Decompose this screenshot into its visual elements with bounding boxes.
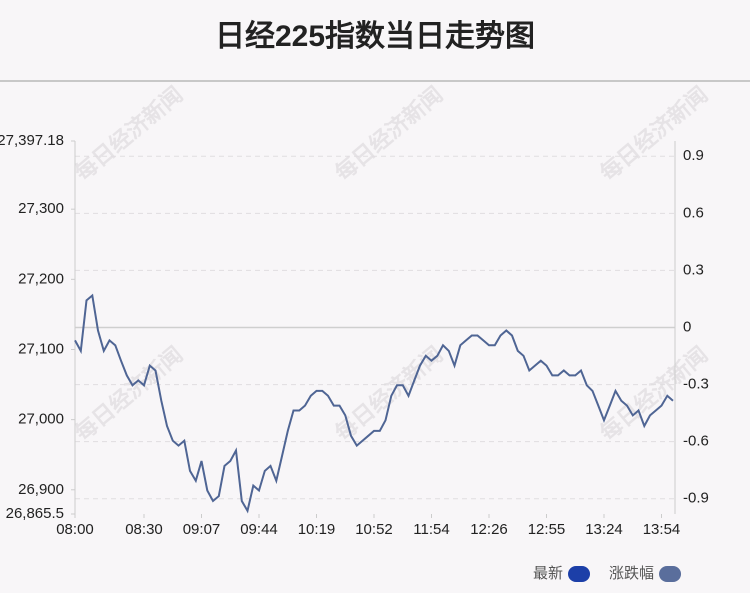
price-line — [74, 293, 674, 514]
x-tick-label: 09:44 — [240, 521, 278, 538]
chart-title: 日经225指数当日走势图 — [215, 19, 535, 53]
y-tick-label: 26,900 — [18, 481, 64, 498]
x-tick-label: 08:30 — [125, 521, 163, 538]
x-tick-label: 10:52 — [355, 521, 393, 538]
y2-tick-label: 0.6 — [683, 204, 704, 221]
x-tick-label: 13:54 — [643, 521, 681, 538]
y-tick-label: 27,100 — [18, 340, 64, 357]
y-tick-label: 26,865.5 — [6, 505, 64, 522]
y2-tick-label: 0.9 — [683, 147, 704, 164]
y2-tick-label: 0 — [683, 318, 691, 335]
x-tick-label: 12:26 — [470, 521, 508, 538]
x-tick-label: 10:19 — [298, 521, 336, 538]
y2-tick-label: -0.9 — [683, 490, 709, 507]
legend-swatch — [659, 566, 682, 582]
legend-label: 最新 — [533, 565, 563, 582]
y2-tick-label: -0.3 — [683, 376, 709, 393]
y2-tick-label: 0.3 — [683, 261, 704, 278]
y-tick-label: 27,300 — [18, 200, 64, 217]
y-tick-label: 27,397.18 — [0, 132, 64, 149]
legend-label: 涨跌幅 — [609, 565, 654, 582]
x-tick-label: 13:24 — [585, 521, 623, 538]
y-tick-label: 27,000 — [18, 411, 64, 428]
x-tick-label: 11:54 — [413, 521, 449, 538]
x-tick-label: 09:07 — [183, 521, 221, 538]
x-tick-label: 08:00 — [56, 521, 94, 538]
legend-swatch — [568, 566, 591, 582]
x-tick-label: 12:55 — [528, 521, 566, 538]
y-tick-label: 27,200 — [18, 270, 64, 287]
y2-tick-label: -0.6 — [683, 433, 709, 450]
